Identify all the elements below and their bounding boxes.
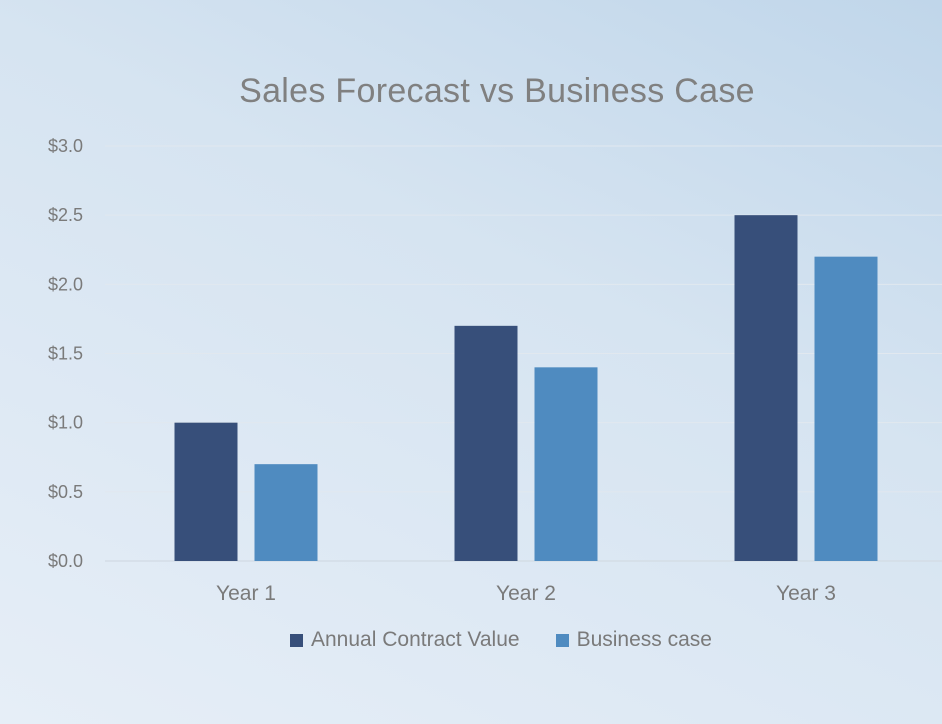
legend-item-series-1: Business case [555,628,712,652]
legend-label-series-1: Business case [576,628,712,651]
y-tick-label: $2.0 [48,274,83,294]
y-axis-ticks: $0.0 $0.5 $1.0 $1.5 $2.0 $2.5 $3.0 [48,136,83,571]
legend-swatch-series-1 [555,633,569,647]
bar-series-1-cat-0 [254,464,318,561]
y-tick-label: $2.5 [48,205,83,225]
bars [174,215,878,561]
legend-item-series-0: Annual Contract Value [290,628,520,652]
y-tick-label: $0.0 [48,551,83,571]
bar-series-0-cat-0 [174,422,238,561]
bar-series-1-cat-2 [814,256,878,561]
legend-swatch-series-0 [290,633,303,647]
y-tick-label: $1.0 [48,413,83,433]
x-tick-label: Year 1 [216,582,276,605]
legend-label-series-0: Annual Contract Value [311,628,520,651]
x-tick-label: Year 3 [776,582,836,605]
y-tick-label: $1.5 [48,344,83,364]
x-tick-label: Year 2 [496,582,556,605]
gridlines [105,145,942,562]
legend: Annual Contract Value Business case [0,628,942,652]
y-tick-label: $0.5 [48,482,83,502]
bar-series-0-cat-1 [454,325,518,561]
x-axis-ticks: Year 1 Year 2 Year 3 [216,582,836,605]
y-tick-label: $3.0 [48,136,83,156]
bar-series-1-cat-1 [534,367,598,561]
bar-series-0-cat-2 [734,215,798,561]
chart-title: Sales Forecast vs Business Case [239,72,755,110]
